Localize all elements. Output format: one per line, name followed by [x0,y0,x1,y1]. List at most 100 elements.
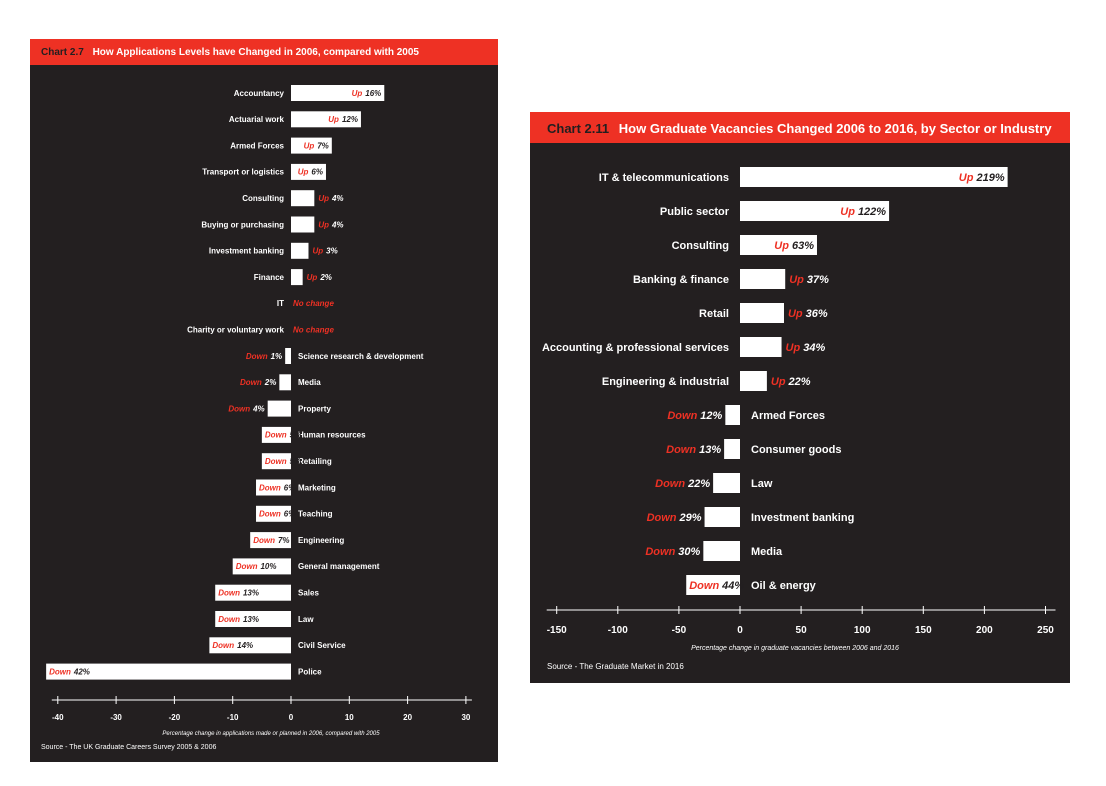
value-label: Down 29% [647,512,702,524]
bar [291,242,309,259]
value-label: Up 3% [312,247,337,256]
category-label: Consulting [672,240,729,252]
bar [209,637,291,654]
value-label: Up 2% [307,273,332,282]
value-label: Down 42% [49,667,90,676]
category-label: Actuarial work [229,115,285,124]
bar [725,405,740,425]
bar [686,575,740,595]
value-label: Down 22% [655,478,710,490]
category-label: Law [298,615,314,624]
bar [291,111,361,128]
category-label: Accounting & professional services [542,342,729,354]
bar [704,507,740,527]
value-label: Down 1% [246,352,282,361]
category-label: Investment banking [751,512,854,524]
category-label: Science research & development [298,352,424,361]
value-label: Down 2% [240,378,276,387]
x-tick-label: 100 [854,625,871,636]
x-tick-label: -30 [110,713,122,722]
category-label: Civil Service [298,641,346,650]
bar [703,541,740,561]
value-label: Down 13% [218,589,259,598]
x-tick-label: 250 [1037,625,1054,636]
value-label: Up 6% [298,168,323,177]
value-label: Down 5% [265,431,301,440]
bar [215,584,291,601]
bar [256,505,291,522]
bar [291,216,315,233]
value-label: Up 36% [788,308,828,320]
bar [46,663,291,680]
category-label: General management [298,562,380,571]
value-label: Up 219% [959,172,1005,184]
category-label: Police [298,667,322,676]
x-tick-label: 0 [289,713,294,722]
category-label: Armed Forces [751,410,825,422]
bar [215,611,291,627]
bar [261,426,291,443]
category-label: Transport or logistics [202,168,284,177]
category-label: Oil & energy [751,580,817,592]
value-label: Up 4% [318,220,343,229]
category-label: Investment banking [209,247,284,256]
category-label: Law [751,478,773,490]
bar [291,190,315,207]
category-label: Consulting [242,194,284,203]
bar [291,85,385,101]
value-label: Down 6% [259,510,295,519]
value-label: Up 122% [840,206,886,218]
x-tick-label: 20 [403,713,412,722]
value-label: Up 12% [328,115,358,124]
bar [291,137,332,154]
value-label: Up 22% [771,376,811,388]
value-label: Up 63% [774,240,814,252]
chart-title-bar: Chart 2.11 How Graduate Vacancies Change… [530,112,1070,143]
bar [279,374,291,391]
value-label: Down 13% [666,444,721,456]
chart-number: Chart 2.11 [547,121,610,136]
x-tick-label: -150 [547,625,567,636]
bar [740,167,1008,187]
bar [713,473,740,493]
category-label: Consumer goods [751,444,841,456]
value-label: Up 34% [786,342,826,354]
chart-title: How Applications Levels have Changed in … [92,47,419,58]
value-label: Down 12% [667,410,722,422]
value-label: Up 37% [789,274,829,286]
x-tick-label: 200 [976,625,993,636]
chart-title-bar: Chart 2.7 How Applications Levels have C… [30,39,498,65]
category-label: Buying or purchasing [201,220,284,229]
bar [740,269,786,289]
x-tick-label: -10 [227,713,239,722]
bar [740,337,782,357]
value-label: Down 30% [645,546,700,558]
applications-chart: Accountancy Up 16% Actuarial work Up 12% Armed… [46,85,472,737]
value-label: Down 7% [253,536,289,545]
x-axis-title: Percentage change in graduate vacancies … [691,645,899,652]
value-label: Down 5% [265,457,301,466]
bar [285,348,291,364]
category-label: Finance [254,273,285,282]
x-axis-title: Percentage change in applications made o… [162,731,380,737]
bar [291,269,303,286]
category-label: Human resources [298,431,366,440]
bar [232,558,291,575]
chart-panel-applications: Chart 2.7 How Applications Levels have C… [30,39,498,762]
category-label: Media [298,378,321,387]
value-label: Down 14% [212,641,253,650]
chart-panel-vacancies: Chart 2.11 How Graduate Vacancies Change… [530,112,1070,683]
category-label: Retail [699,308,729,320]
category-label: Property [298,404,331,413]
value-label: No change [293,326,334,335]
bar [740,303,784,323]
x-tick-label: 30 [461,713,470,722]
bar [740,371,767,391]
bar [724,439,740,459]
x-tick-label: -100 [608,625,628,636]
category-label: IT & telecommunications [599,172,729,184]
category-label: Public sector [660,206,730,218]
x-tick-label: -40 [52,713,64,722]
bar [267,400,291,417]
category-label: Charity or voluntary work [187,326,284,335]
